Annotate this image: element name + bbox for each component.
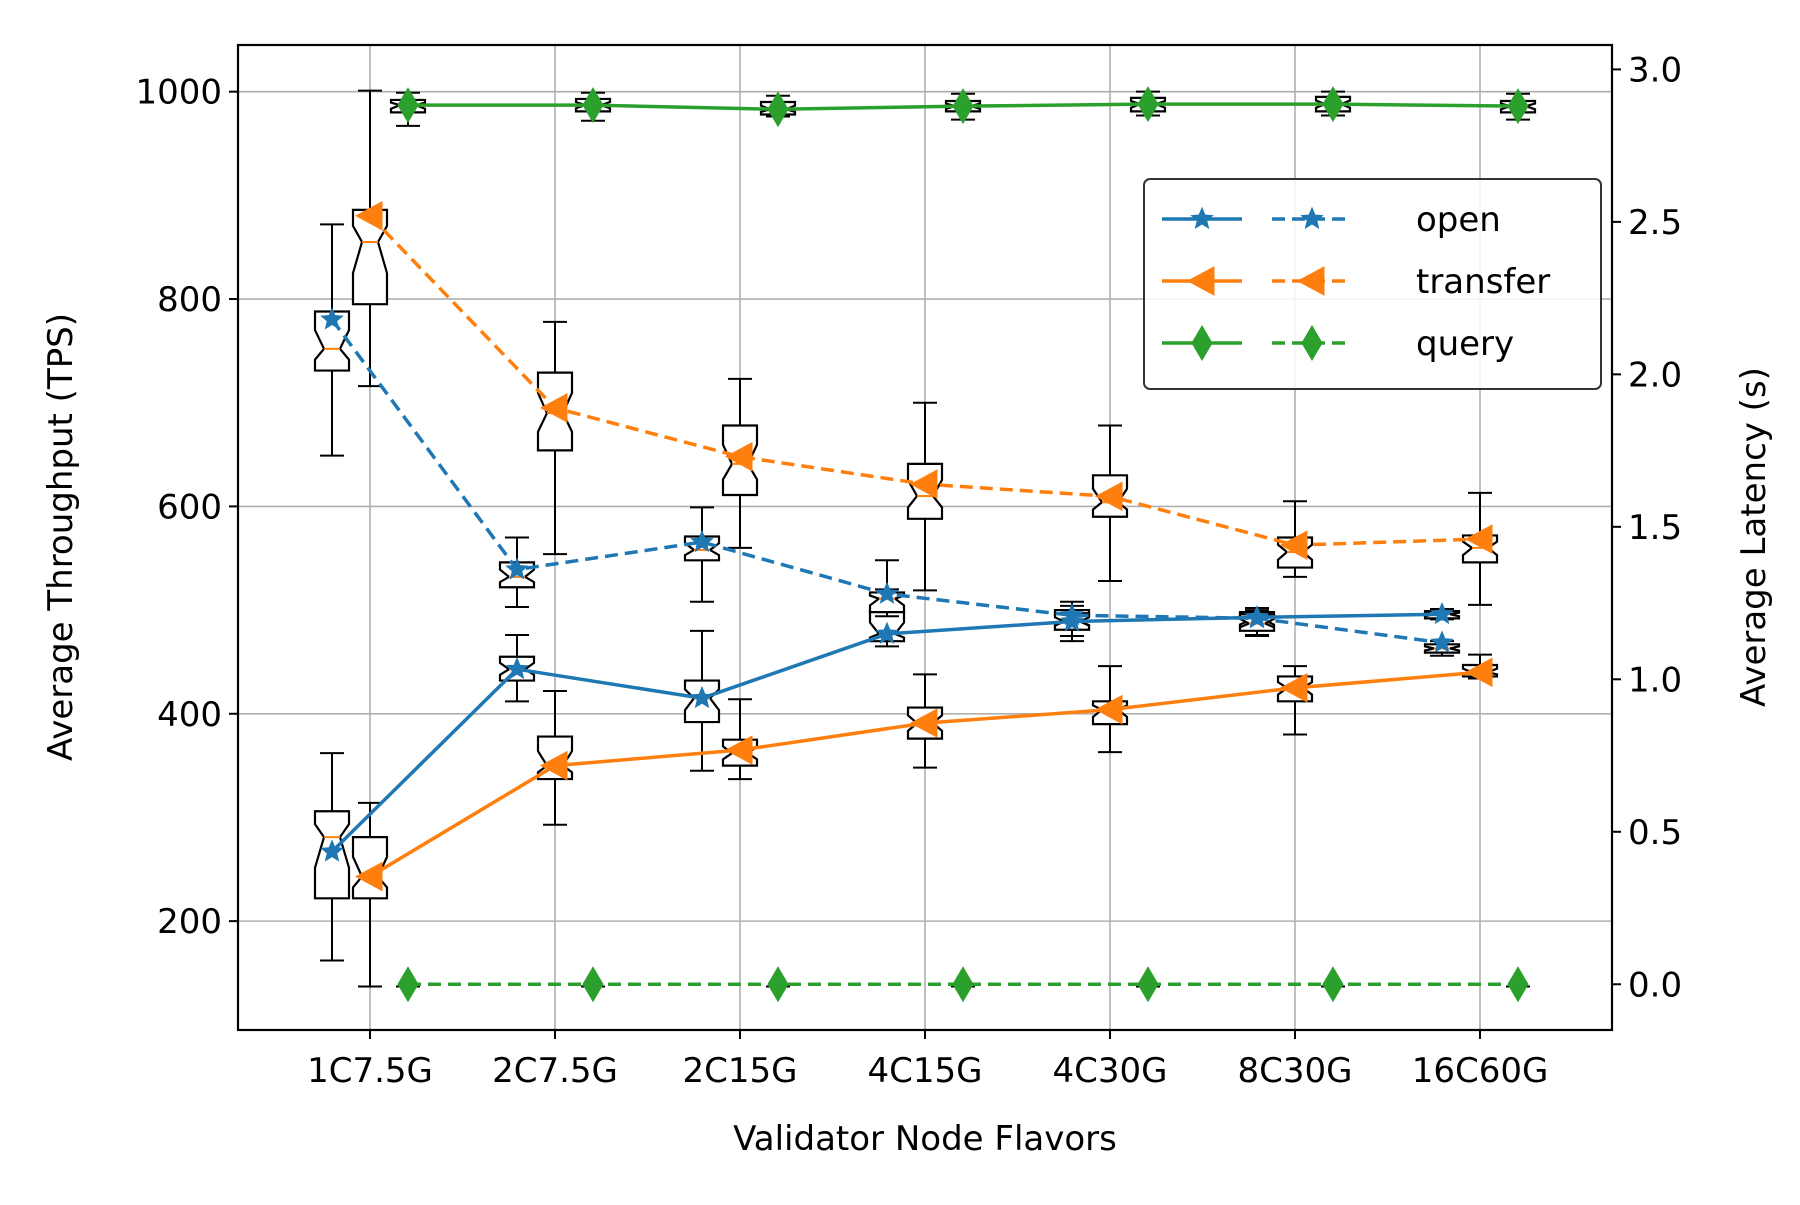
transfer-latency-point [1464, 524, 1493, 554]
open-throughput-point [505, 656, 529, 680]
query-latency-point [767, 966, 789, 1003]
query-throughput-point [1322, 86, 1344, 123]
query-throughput-point [952, 88, 974, 125]
open-throughput-point [1430, 601, 1454, 625]
y2-axis-title: Average Latency (s) [1734, 367, 1774, 707]
open-latency-point [875, 581, 899, 604]
y-tick-label: 800 [157, 280, 222, 320]
legend-marker-solid [1190, 206, 1214, 229]
transfer-throughput-point [539, 750, 568, 781]
box-body [313, 310, 351, 372]
series-layer [320, 86, 1529, 1003]
transfer-throughput-point [909, 708, 938, 738]
boxplot [313, 223, 351, 457]
legend-marker-dashed [1300, 206, 1324, 229]
query-throughput-point [397, 87, 419, 124]
open-latency-point [505, 557, 529, 580]
x-tick-label: 2C7.5G [492, 1051, 618, 1091]
x-tick-label: 4C15G [868, 1051, 983, 1091]
x-axis-title: Validator Node Flavors [733, 1119, 1117, 1159]
x-tick-label: 8C30G [1238, 1051, 1353, 1091]
legend-marker-solid [1191, 325, 1213, 361]
transfer-throughput-series [354, 657, 1493, 892]
open-latency-point [1430, 630, 1454, 653]
open-throughput-point [875, 621, 899, 644]
query-latency-point [952, 966, 974, 1003]
query-throughput-series [397, 86, 1529, 128]
y2-tick-label: 0.5 [1628, 813, 1682, 853]
open-latency-point [320, 307, 344, 330]
transfer-latency-point [354, 200, 383, 231]
y2-tick-label: 2.5 [1628, 203, 1682, 243]
transfer-throughput-point [354, 861, 383, 892]
x-tick-label: 4C30G [1053, 1051, 1168, 1091]
y-tick-label: 1000 [135, 73, 222, 113]
transfer-throughput-point [1279, 673, 1308, 703]
query-throughput-point [767, 91, 789, 128]
transfer-throughput-point [724, 735, 753, 765]
query-latency-point [1507, 966, 1529, 1003]
open-latency-point [690, 529, 714, 553]
transfer-throughput-point [1094, 694, 1123, 725]
legend-marker-dashed [1301, 325, 1323, 361]
x-tick-label: 16C60G [1412, 1051, 1549, 1091]
legend-entry-transfer: transfer [1162, 262, 1550, 302]
legend-entry-open: open [1162, 200, 1501, 240]
query-latency-point [1137, 966, 1159, 1003]
open-latency-series [320, 307, 1454, 653]
y2-tick-label: 2.0 [1628, 355, 1682, 395]
x-tick-label: 1C7.5G [307, 1051, 433, 1091]
x-tick-label: 2C15G [683, 1051, 798, 1091]
tick-layer: 1C7.5G 2C7.5G 2C15G 4C15G 4C30G 8C30G 16C60G 20… [135, 50, 1682, 1091]
legend-entry-query: query [1162, 324, 1514, 364]
query-latency-point [582, 966, 604, 1003]
legend: open transfer query [1143, 178, 1602, 390]
open-latency-point [1245, 605, 1269, 629]
query-throughput-point [582, 87, 604, 124]
y2-tick-label: 1.0 [1628, 660, 1682, 700]
transfer-latency-point [1279, 530, 1308, 560]
y-axis-title: Average Throughput (TPS) [41, 313, 81, 761]
query-throughput-point [1507, 88, 1529, 125]
transfer-latency-point [909, 469, 938, 499]
legend-box [1143, 178, 1602, 390]
transfer-latency-point [539, 393, 568, 423]
transfer-latency-point [724, 441, 753, 472]
y-tick-label: 600 [157, 487, 222, 527]
query-throughput-point [1137, 86, 1159, 123]
transfer-latency-point [1094, 481, 1123, 512]
y2-tick-label: 1.5 [1628, 508, 1682, 548]
legend-marker-solid [1186, 266, 1215, 296]
legend-label: query [1416, 324, 1514, 364]
transfer-latency-series [354, 200, 1493, 560]
legend-label: open [1416, 200, 1501, 240]
y-tick-label: 200 [157, 902, 222, 942]
legend-marker-dashed [1296, 266, 1325, 296]
transfer-throughput-point [1464, 657, 1493, 688]
boxplot [351, 89, 389, 388]
query-latency-point [397, 966, 419, 1003]
query-latency-point [1322, 966, 1344, 1003]
query-latency-series [397, 966, 1529, 1003]
y2-tick-label: 0.0 [1628, 965, 1682, 1005]
open-throughput-point [690, 685, 714, 709]
box-body [351, 208, 389, 306]
y-tick-label: 400 [157, 695, 222, 735]
legend-label: transfer [1416, 262, 1550, 302]
open-throughput-point [320, 839, 344, 862]
y2-tick-label: 3.0 [1628, 50, 1682, 90]
open-latency-point [1060, 602, 1084, 626]
